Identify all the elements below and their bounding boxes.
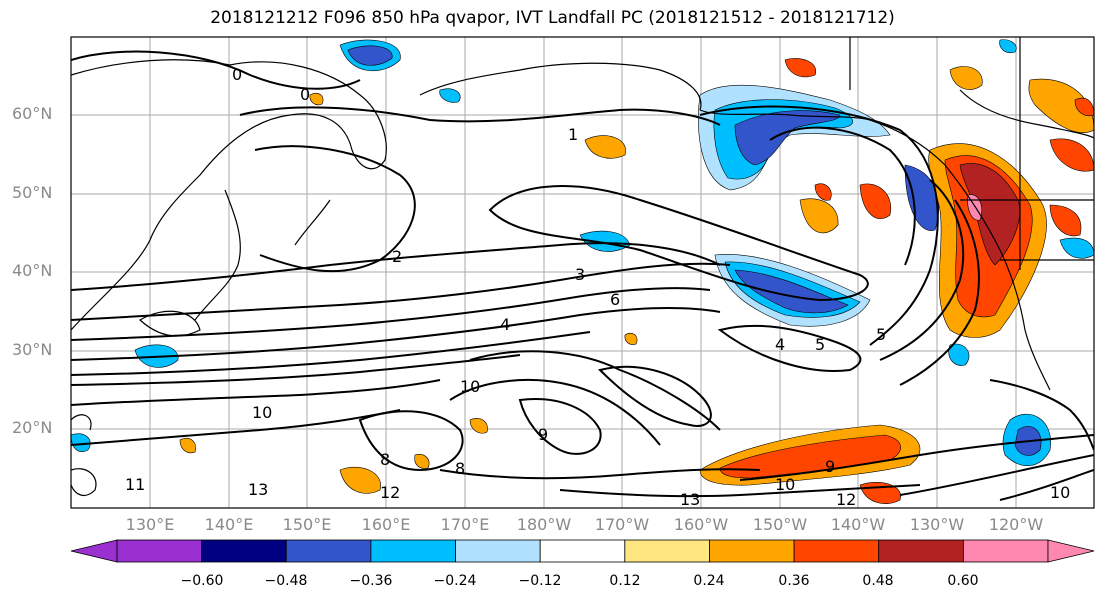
map-frame bbox=[70, 36, 1095, 509]
contour-label: 6 bbox=[610, 290, 620, 309]
colorbar-tick-label: 0.12 bbox=[609, 573, 641, 589]
lon-label: 170°E bbox=[440, 515, 490, 534]
colorbar-tick-label: −0.60 bbox=[180, 573, 224, 589]
colorbar-extend-low bbox=[70, 539, 118, 563]
colorbar-swatch bbox=[201, 539, 287, 563]
colorbar-swatch bbox=[709, 539, 795, 563]
contour-labels: 0 0 1 2 3 4 4 5 5 6 8 8 9 9 10 10 10 10 … bbox=[125, 65, 1070, 509]
contour-label: 0 bbox=[300, 85, 310, 104]
colorbar-swatch bbox=[539, 539, 626, 563]
contour-label: 10 bbox=[460, 377, 480, 396]
colorbar-swatch bbox=[285, 539, 372, 563]
lon-label: 150°W bbox=[752, 515, 808, 534]
contour-label: 5 bbox=[815, 335, 825, 354]
lon-label: 160°E bbox=[361, 515, 411, 534]
lon-label: 170°W bbox=[594, 515, 650, 534]
contour-label: 10 bbox=[775, 475, 795, 494]
lat-label: 50°N bbox=[12, 183, 53, 202]
lat-label: 30°N bbox=[12, 340, 53, 359]
lon-label: 160°W bbox=[673, 515, 729, 534]
colorbar-swatch bbox=[455, 539, 541, 563]
colorbar-swatch bbox=[878, 539, 964, 563]
colorbar-extend-high bbox=[1047, 539, 1095, 563]
contour-label: 5 bbox=[876, 325, 886, 344]
lon-label: 150°E bbox=[282, 515, 332, 534]
colorbar-swatch bbox=[624, 539, 710, 563]
lat-label: 60°N bbox=[12, 104, 53, 123]
colorbar-tick-label: 0.36 bbox=[778, 573, 810, 589]
contour-label: 10 bbox=[252, 403, 272, 422]
graticule bbox=[71, 37, 1094, 508]
colorbar-swatch bbox=[116, 539, 203, 563]
contour-label: 13 bbox=[680, 490, 700, 509]
colorbar-swatch bbox=[793, 539, 880, 563]
colorbar-tick-label: −0.24 bbox=[433, 573, 477, 589]
lon-label: 130°E bbox=[125, 515, 175, 534]
map-area: 0 0 1 2 3 4 4 5 5 6 8 8 9 9 10 10 10 10 … bbox=[71, 37, 1094, 509]
contour-label: 0 bbox=[232, 65, 242, 84]
contour-label: 10 bbox=[1050, 483, 1070, 502]
colorbar-tick-label: −0.36 bbox=[349, 573, 393, 589]
lon-label: 130°W bbox=[909, 515, 965, 534]
ivt-contours bbox=[71, 50, 1094, 501]
contour-label: 8 bbox=[380, 450, 390, 469]
contour-label: 13 bbox=[248, 480, 268, 499]
colorbar-tick-label: −0.48 bbox=[264, 573, 308, 589]
contour-label: 12 bbox=[380, 483, 400, 502]
coastlines bbox=[71, 37, 1094, 497]
contour-label: 9 bbox=[825, 457, 835, 476]
colorbar-swatch bbox=[962, 539, 1049, 563]
colorbar-tick-label: −0.12 bbox=[518, 573, 562, 589]
contour-label: 4 bbox=[500, 315, 510, 334]
lon-label: 140°E bbox=[204, 515, 254, 534]
contour-label: 11 bbox=[125, 475, 145, 494]
lon-label: 180°W bbox=[516, 515, 572, 534]
lat-label: 40°N bbox=[12, 261, 53, 280]
contour-label: 9 bbox=[538, 425, 548, 444]
contour-label: 2 bbox=[392, 247, 402, 266]
colorbar-swatch bbox=[370, 539, 456, 563]
contour-label: 8 bbox=[455, 459, 465, 478]
map-title: 2018121212 F096 850 hPa qvapor, IVT Land… bbox=[210, 8, 895, 28]
colorbar-tick-label: 0.24 bbox=[693, 573, 725, 589]
contour-label: 12 bbox=[836, 490, 856, 509]
negative-anomaly-shading bbox=[71, 39, 1094, 466]
lon-label: 140°W bbox=[830, 515, 886, 534]
colorbar bbox=[70, 539, 1095, 563]
positive-anomaly-shading bbox=[179, 58, 1094, 504]
contour-label: 1 bbox=[568, 125, 578, 144]
lat-label: 20°N bbox=[12, 418, 53, 437]
colorbar-tick-label: 0.60 bbox=[947, 573, 979, 589]
lon-label: 120°W bbox=[988, 515, 1044, 534]
contour-label: 4 bbox=[775, 335, 785, 354]
colorbar-tick-label: 0.48 bbox=[862, 573, 894, 589]
contour-label: 3 bbox=[575, 265, 585, 284]
